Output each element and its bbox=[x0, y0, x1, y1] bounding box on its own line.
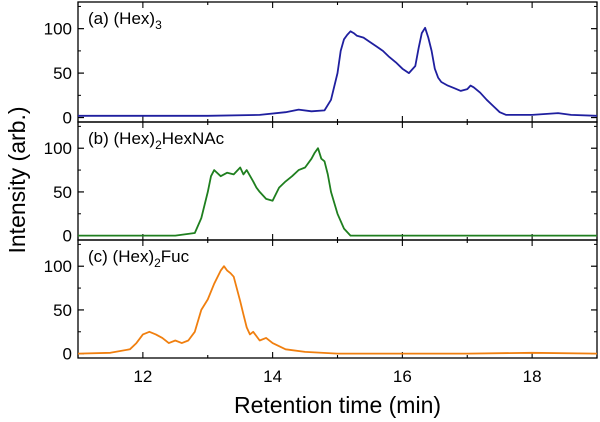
x-tick-label: 18 bbox=[523, 367, 542, 386]
panel-label-2: (c) (Hex)2Fuc bbox=[88, 247, 190, 270]
series-line-0 bbox=[78, 26, 598, 117]
y-tick-label: 50 bbox=[53, 64, 72, 83]
y-tick-label: 0 bbox=[63, 109, 72, 128]
x-tick-label: 12 bbox=[133, 367, 152, 386]
x-tick-label: 16 bbox=[393, 367, 412, 386]
series-line-1 bbox=[78, 147, 597, 237]
y-tick-label: 0 bbox=[63, 227, 72, 246]
y-tick-label: 100 bbox=[44, 139, 72, 158]
x-axis-title: Retention time (min) bbox=[234, 392, 441, 418]
panel-2: 0 50 100 (c) (Hex)2Fuc bbox=[44, 239, 598, 364]
y-tick-label: 50 bbox=[53, 183, 72, 202]
x-tick-label: 14 bbox=[263, 367, 282, 386]
panel-1: 0 50 100 (b) (Hex)2HexNAc bbox=[44, 121, 598, 246]
y-tick-label: 0 bbox=[63, 345, 72, 364]
panel-label-1: (b) (Hex)2HexNAc bbox=[88, 129, 225, 152]
panel-0: 0 50 100 (a) (Hex)3 bbox=[44, 1, 598, 128]
y-tick-label: 100 bbox=[44, 20, 72, 39]
y-axis-title: Intensity (arb.) bbox=[4, 107, 30, 254]
series-line-2 bbox=[77, 265, 598, 355]
y-tick-label: 100 bbox=[44, 257, 72, 276]
panel-label-0: (a) (Hex)3 bbox=[88, 9, 162, 32]
y-tick-label: 50 bbox=[53, 301, 72, 320]
